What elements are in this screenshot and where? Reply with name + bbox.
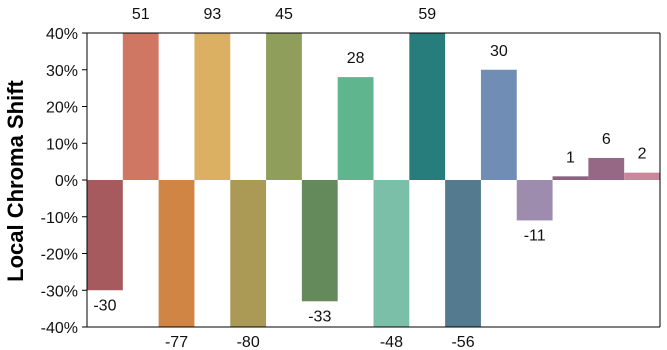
bar [337, 77, 374, 180]
bar-value-label: 2 [638, 146, 647, 163]
y-tick-label: -10% [41, 210, 78, 227]
y-tick-label: 40% [46, 26, 78, 43]
bar-value-label: -48 [380, 334, 403, 350]
y-tick-label: 10% [46, 136, 78, 153]
y-tick-label: -30% [41, 283, 78, 300]
bar-value-label: -77 [165, 334, 188, 350]
bar [158, 180, 195, 327]
bar [373, 180, 410, 327]
data-labels-layer: -30 51 -77 93 -80 45 -33 28 -48 59 -56 30 -11 1 6 2 [93, 6, 646, 350]
bar [301, 180, 338, 302]
bar [266, 33, 302, 180]
bar-value-label: 93 [203, 6, 221, 23]
bar [409, 33, 446, 180]
bar [588, 157, 625, 180]
bars-layer [87, 33, 660, 327]
bar-value-label: 59 [418, 6, 436, 23]
y-tick-label: 20% [46, 100, 78, 117]
y-axis-ticks: 40% 30% 20% 10% 0% -10% -20% -30% -40% [41, 26, 87, 337]
bar-value-label: 51 [132, 6, 150, 23]
bar [445, 180, 481, 327]
bar [230, 180, 267, 327]
bar [122, 33, 159, 180]
bar-value-label: -80 [237, 334, 260, 350]
bar-value-label: -56 [451, 334, 474, 350]
bar-value-label: -33 [308, 308, 331, 325]
y-tick-label: -40% [41, 320, 78, 337]
y-tick-label: -20% [41, 247, 78, 264]
bar-value-label: 1 [566, 149, 575, 166]
y-axis-title: Local Chroma Shift [3, 79, 28, 281]
bar-value-label: -30 [93, 297, 116, 314]
bar [87, 180, 123, 291]
bar-value-label: -11 [524, 227, 546, 244]
bar [194, 33, 231, 180]
bar [480, 69, 517, 180]
y-tick-label: 0% [55, 173, 78, 190]
bar [552, 176, 589, 180]
bar-value-label: 28 [347, 50, 365, 67]
bar [516, 180, 553, 221]
bar-value-label: 45 [275, 6, 293, 23]
bar-value-label: 30 [490, 43, 508, 60]
y-tick-label: 30% [46, 63, 78, 80]
bar [624, 172, 660, 180]
bar-value-label: 6 [602, 131, 611, 148]
